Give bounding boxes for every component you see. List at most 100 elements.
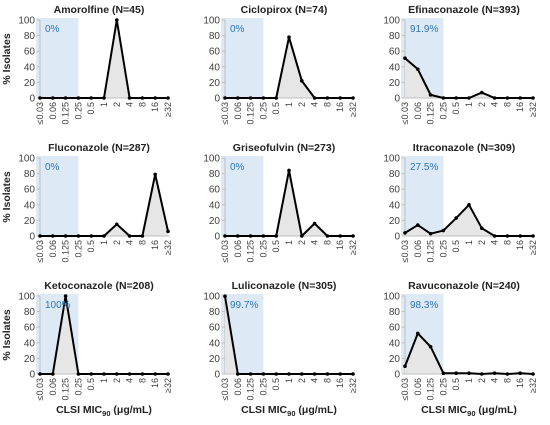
data-point (76, 96, 81, 100)
data-point (492, 371, 497, 376)
data-point (153, 372, 157, 376)
y-tick-label: 100 (383, 292, 400, 303)
y-tick-label: 40 (209, 338, 221, 349)
chart-panel-9: Ravuconazole (N=240) 0 20 40 60 80 100 ≤0.03 0.0… (383, 280, 538, 418)
y-axis-label: % Isolates (1, 33, 13, 85)
data-point (416, 67, 420, 71)
x-tick-label: 0.25 (438, 240, 448, 258)
x-tick-label: 0.06 (233, 102, 243, 120)
data-point (480, 90, 484, 95)
data-point (140, 234, 145, 238)
data-point (274, 372, 279, 376)
data-point (403, 56, 407, 61)
data-point (223, 96, 227, 100)
x-tick-label: 8 (502, 378, 512, 383)
y-tick-label: 60 (24, 323, 36, 334)
data-point (153, 172, 157, 177)
x-axis-label-suffix: (μg/mL) (296, 404, 337, 416)
chart-title: Ravuconazole (N=240) (408, 280, 520, 292)
x-tick-label: 8 (502, 240, 512, 245)
x-tick-label: 0.06 (233, 378, 243, 396)
y-tick-label: 80 (389, 307, 401, 318)
x-tick-label: 8 (137, 240, 147, 245)
y-tick-label: 0 (29, 370, 35, 381)
data-area (405, 204, 533, 236)
data-point (428, 93, 433, 97)
data-point (403, 231, 407, 235)
x-axis-label-subscript: 90 (467, 409, 475, 418)
data-point (102, 372, 106, 376)
x-tick-label: 0.5 (271, 378, 281, 391)
y-tick-label: 20 (24, 216, 36, 227)
x-tick-label: 0.25 (258, 240, 268, 258)
data-point (38, 234, 42, 238)
y-tick-label: 80 (24, 307, 36, 318)
x-tick-label: 0.5 (86, 240, 96, 253)
data-point (312, 96, 317, 100)
x-tick-label: 16 (335, 240, 345, 250)
y-tick-label: 0 (29, 94, 35, 105)
data-point (325, 96, 330, 100)
data-point (63, 96, 68, 100)
x-axis-label-prefix: CLSI MIC (56, 404, 102, 416)
x-tick-label: 4 (490, 378, 500, 383)
chart-title: Fluconazole (N=287) (48, 142, 150, 154)
x-tick-label: 0.25 (438, 378, 448, 396)
y-tick-label: 100 (203, 16, 220, 27)
x-tick-label: 16 (515, 240, 525, 250)
y-tick-label: 20 (389, 216, 401, 227)
susceptible-percent-label: 100% (45, 300, 71, 311)
data-area (225, 170, 353, 236)
x-tick-label: 2 (477, 378, 487, 383)
y-tick-label: 100 (203, 292, 220, 303)
data-point (63, 294, 68, 298)
x-tick-label: 4 (125, 378, 135, 383)
y-tick-label: 60 (209, 323, 221, 334)
x-tick-label: 4 (490, 240, 500, 245)
x-tick-label: 0.06 (48, 240, 58, 258)
x-tick-label: 0.25 (438, 102, 448, 120)
data-point (531, 96, 535, 100)
x-axis-label: CLSI MIC90 (μg/mL) (56, 404, 152, 418)
x-tick-label: 16 (335, 378, 345, 388)
data-point (325, 372, 330, 376)
x-tick-label: ≥32 (163, 378, 173, 393)
data-point (51, 234, 55, 238)
y-tick-label: 40 (24, 62, 36, 73)
y-tick-label: 80 (209, 307, 221, 318)
x-tick-label: 1 (99, 378, 109, 383)
y-tick-label: 0 (214, 370, 220, 381)
x-tick-label: 4 (125, 102, 135, 107)
y-tick-label: 100 (18, 154, 35, 165)
data-point (127, 96, 132, 100)
x-tick-label: ≥32 (528, 378, 538, 393)
y-tick-label: 0 (29, 232, 35, 243)
x-tick-label: 8 (322, 240, 332, 245)
x-tick-label: 2 (477, 102, 487, 107)
data-point (300, 372, 304, 376)
x-tick-label: ≥32 (163, 102, 173, 117)
data-point (338, 372, 343, 376)
chart-title: Amorolfine (N=45) (54, 4, 145, 16)
y-tick-label: 40 (209, 200, 221, 211)
y-tick-label: 100 (383, 154, 400, 165)
y-tick-label: 60 (24, 185, 36, 196)
x-tick-label: 0.06 (233, 240, 243, 258)
data-point (274, 234, 279, 238)
x-tick-label: 4 (310, 240, 320, 245)
data-point (115, 222, 119, 227)
data-point (505, 234, 510, 238)
x-tick-label: 2 (112, 102, 122, 107)
y-tick-label: 0 (394, 94, 400, 105)
chart-panel-5: Griseofulvin (N=273) 0 20 40 60 80 100 ≤0.03 0.0… (203, 142, 358, 263)
y-tick-label: 0 (214, 232, 220, 243)
x-tick-label: 16 (335, 102, 345, 112)
data-point (76, 372, 81, 376)
y-tick-label: 20 (209, 354, 221, 365)
x-tick-label: 0.25 (258, 378, 268, 396)
data-point (531, 234, 535, 238)
x-tick-label: 0.06 (48, 378, 58, 396)
data-point (127, 234, 132, 238)
data-point (416, 223, 420, 227)
